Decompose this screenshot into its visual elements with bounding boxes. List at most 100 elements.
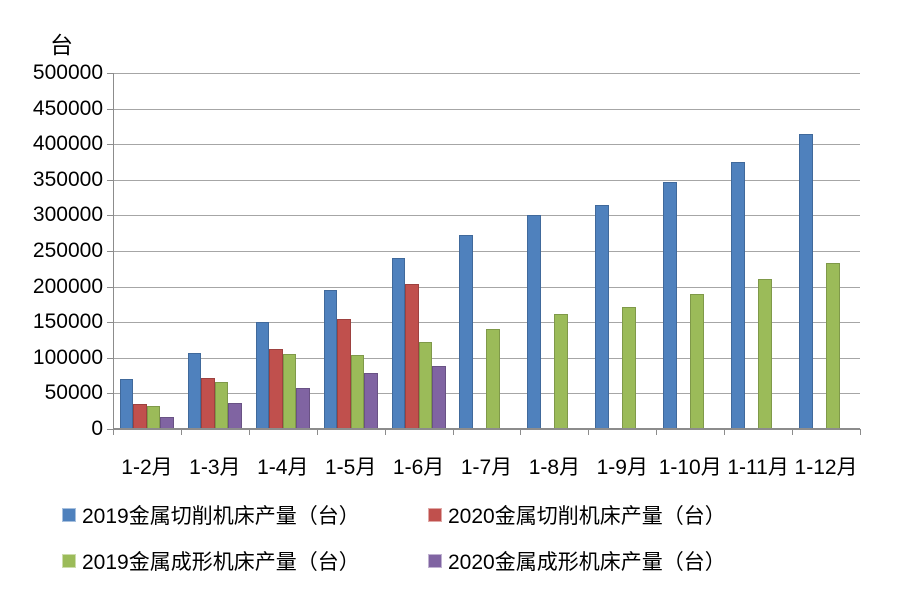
bar bbox=[228, 403, 242, 429]
bar bbox=[350, 354, 365, 429]
bar bbox=[282, 353, 297, 429]
legend-swatch bbox=[62, 508, 76, 522]
legend-label: 2020金属切削机床产量（台） bbox=[448, 505, 726, 528]
bar bbox=[432, 365, 446, 429]
gridline bbox=[113, 251, 860, 252]
bar-group bbox=[656, 73, 724, 429]
legend-label: 2020金属成形机床产量（台） bbox=[448, 551, 726, 574]
gridline bbox=[113, 108, 860, 110]
bar bbox=[758, 278, 772, 429]
bar-group bbox=[249, 73, 317, 429]
y-axis-tick bbox=[107, 357, 113, 359]
bar-groups bbox=[113, 73, 860, 429]
bar bbox=[663, 181, 677, 429]
legend-swatch bbox=[62, 554, 76, 568]
y-axis-tick-label: 100000 bbox=[32, 345, 103, 369]
bar bbox=[405, 283, 419, 429]
bar-slot bbox=[663, 73, 677, 429]
bar-slot bbox=[799, 73, 813, 429]
bar-slot bbox=[826, 73, 840, 429]
bar bbox=[337, 319, 351, 429]
x-axis-label: 1-9月 bbox=[596, 456, 648, 479]
bar-slot bbox=[214, 73, 229, 429]
bar-slot bbox=[201, 73, 215, 429]
legend-item: 2019金属成形机床产量（台） bbox=[62, 546, 360, 576]
bar-slot bbox=[486, 73, 500, 429]
bar bbox=[486, 328, 500, 429]
plot-area bbox=[107, 73, 860, 435]
y-axis-tick bbox=[107, 251, 113, 252]
bar-slot bbox=[609, 73, 623, 429]
y-axis-line bbox=[113, 73, 114, 435]
x-axis-label: 1-3月 bbox=[189, 456, 241, 479]
bar bbox=[622, 306, 636, 429]
bar-slot bbox=[595, 73, 609, 429]
y-axis-tick-label: 200000 bbox=[32, 274, 103, 298]
bar-group bbox=[588, 73, 656, 429]
x-axis-label: 1-8月 bbox=[528, 456, 581, 479]
bar bbox=[187, 352, 202, 429]
x-axis-tick bbox=[792, 429, 794, 435]
bar-slot bbox=[622, 73, 636, 429]
x-axis-label: 1-6月 bbox=[392, 456, 445, 479]
bar bbox=[160, 416, 174, 429]
y-axis-tick-label: 250000 bbox=[32, 239, 103, 262]
x-axis-label: 1-5月 bbox=[324, 456, 377, 479]
bar-slot bbox=[391, 73, 406, 429]
bar-group bbox=[113, 73, 181, 429]
bar-slot bbox=[704, 73, 718, 429]
bar-slot bbox=[160, 73, 174, 429]
bar bbox=[255, 321, 270, 429]
x-axis-tick bbox=[384, 429, 386, 435]
y-axis-tick bbox=[107, 322, 113, 324]
legend-item: 2019金属切削机床产量（台） bbox=[62, 500, 360, 530]
x-axis-tick bbox=[656, 429, 658, 435]
y-axis-tick bbox=[107, 179, 113, 181]
gridline bbox=[113, 215, 860, 217]
bar bbox=[391, 258, 406, 429]
x-axis-label: 1-10月 bbox=[658, 456, 722, 479]
bar-slot bbox=[337, 73, 351, 429]
bar bbox=[323, 290, 338, 429]
bar-slot bbox=[228, 73, 242, 429]
bar-group bbox=[724, 73, 792, 429]
bar-slot bbox=[745, 73, 759, 429]
bar-slot bbox=[364, 73, 378, 429]
bar-slot bbox=[541, 73, 555, 429]
bar-slot bbox=[432, 73, 446, 429]
x-axis-tick bbox=[180, 429, 182, 435]
bar-slot bbox=[636, 73, 650, 429]
y-axis-tick bbox=[107, 73, 113, 74]
gridline bbox=[113, 286, 860, 288]
bar-slot bbox=[731, 73, 745, 429]
y-axis-tick-label: 300000 bbox=[32, 203, 103, 227]
x-axis-tick bbox=[860, 429, 861, 435]
x-axis-tick bbox=[113, 429, 114, 435]
y-axis-tick bbox=[107, 215, 113, 217]
bar bbox=[418, 342, 433, 429]
bar-group bbox=[453, 73, 521, 429]
y-axis-tick bbox=[107, 286, 113, 288]
legend-label: 2019金属切削机床产量（台） bbox=[82, 505, 360, 528]
x-axis-label: 1-11月 bbox=[727, 456, 789, 479]
bar bbox=[214, 382, 229, 429]
bar bbox=[554, 314, 568, 429]
bar-slot bbox=[405, 73, 419, 429]
y-axis-tick-label: 150000 bbox=[32, 310, 103, 334]
bar bbox=[799, 133, 813, 429]
bar-slot bbox=[527, 73, 541, 429]
y-axis-tick-label: 350000 bbox=[32, 167, 103, 191]
x-axis-label: 1-4月 bbox=[257, 456, 309, 479]
bar bbox=[201, 377, 215, 429]
bar-slot bbox=[323, 73, 338, 429]
legend-swatch bbox=[428, 554, 442, 568]
bar-group bbox=[317, 73, 385, 429]
bar-group bbox=[181, 73, 249, 429]
bar-slot bbox=[554, 73, 568, 429]
bar-slot bbox=[418, 73, 433, 429]
bar-slot bbox=[500, 73, 514, 429]
legend-label: 2019金属成形机床产量（台） bbox=[82, 551, 360, 574]
bar-group bbox=[385, 73, 453, 429]
x-axis-tick bbox=[724, 429, 726, 435]
